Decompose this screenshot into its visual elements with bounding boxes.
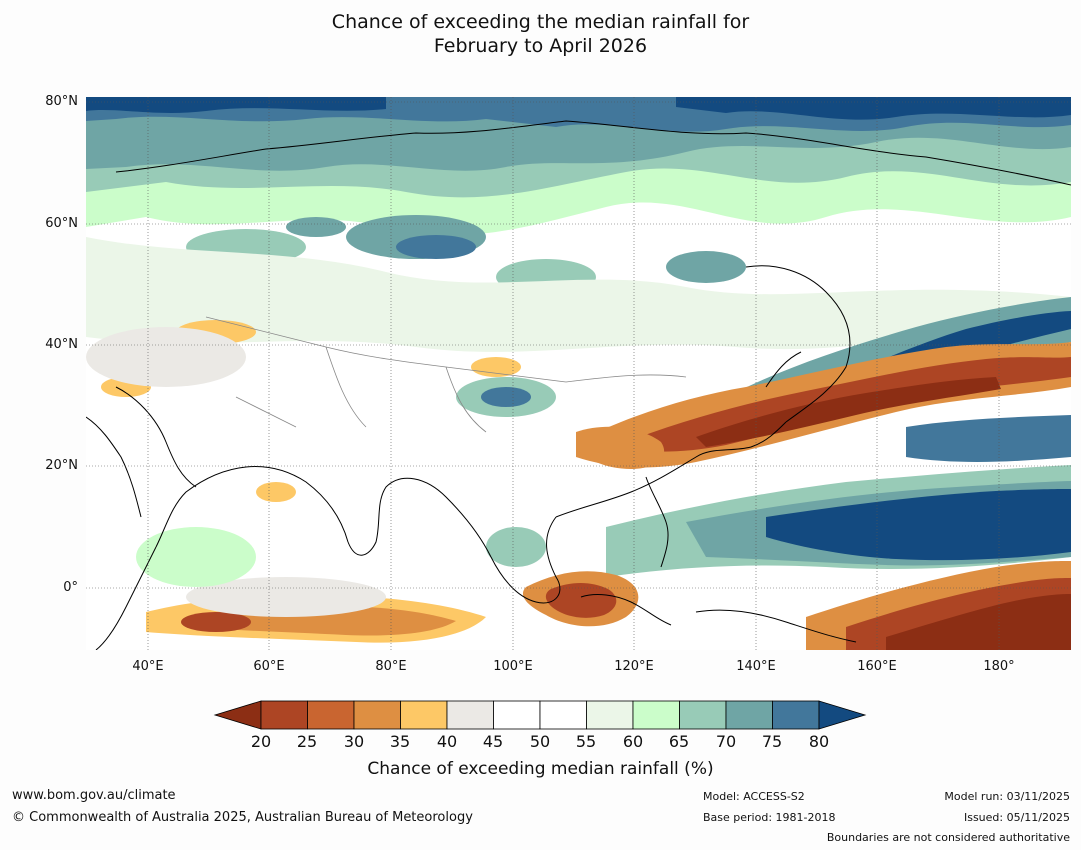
website-link[interactable]: www.bom.gov.au/climate (12, 788, 176, 803)
colorbar-extend-high (818, 700, 867, 730)
colorbar-tick: 30 (343, 732, 365, 751)
copyright-text: © Commonwealth of Australia 2025, Austra… (12, 810, 473, 825)
colorbar-tick: 75 (761, 732, 783, 751)
colorbar-bin (353, 700, 401, 730)
colorbar-bin (307, 700, 355, 730)
colorbar-bin (586, 700, 634, 730)
rainfall-map (86, 97, 1071, 650)
colorbar-bin (539, 700, 587, 730)
lon-label-180: 180° (983, 659, 1015, 674)
colorbar-extend-low (213, 700, 262, 730)
issued-date: Issued: 05/11/2025 (963, 811, 1070, 824)
colorbar (210, 695, 870, 755)
colorbar-bin (260, 700, 308, 730)
title-line-2: February to April 2026 (433, 35, 648, 57)
colorbar-tick: 40 (436, 732, 458, 751)
colorbar-bin (493, 700, 541, 730)
lat-label-0: 0° (63, 580, 78, 595)
lon-label-120e: 120°E (614, 659, 654, 674)
lat-label-80n: 80°N (45, 94, 78, 109)
colorbar-tick: 55 (575, 732, 597, 751)
colorbar-bin (632, 700, 680, 730)
lat-label-20n: 20°N (45, 458, 78, 473)
colorbar-bin (400, 700, 448, 730)
colorbar-tick: 45 (482, 732, 504, 751)
boundaries-disclaimer: Boundaries are not considered authoritat… (826, 831, 1070, 844)
lon-label-60e: 60°E (253, 659, 285, 674)
colorbar-tick: 25 (296, 732, 318, 751)
colorbar-tick: 65 (668, 732, 690, 751)
lon-label-160e: 160°E (857, 659, 897, 674)
lon-label-140e: 140°E (736, 659, 776, 674)
lon-label-80e: 80°E (375, 659, 407, 674)
base-period: Base period: 1981-2018 (703, 811, 836, 824)
colorbar-bin (725, 700, 773, 730)
lat-label-40n: 40°N (45, 337, 78, 352)
title-line-1: Chance of exceeding the median rainfall … (331, 11, 750, 33)
model-run-date: Model run: 03/11/2025 (944, 790, 1070, 803)
colorbar-bin (446, 700, 494, 730)
colorbar-tick: 35 (389, 732, 411, 751)
lon-label-40e: 40°E (132, 659, 164, 674)
colorbar-bin (772, 700, 820, 730)
map-title: Chance of exceeding the median rainfall … (0, 10, 1081, 58)
lon-label-100e: 100°E (493, 659, 533, 674)
colorbar-tick: 20 (250, 732, 272, 751)
model-name: Model: ACCESS-S2 (703, 790, 805, 803)
colorbar-tick: 50 (529, 732, 551, 751)
colorbar-tick: 60 (622, 732, 644, 751)
colorbar-label: Chance of exceeding median rainfall (%) (367, 759, 714, 779)
colorbar-tick: 70 (715, 732, 737, 751)
lat-label-60n: 60°N (45, 216, 78, 231)
colorbar-bin (679, 700, 727, 730)
colorbar-tick: 80 (808, 732, 830, 751)
